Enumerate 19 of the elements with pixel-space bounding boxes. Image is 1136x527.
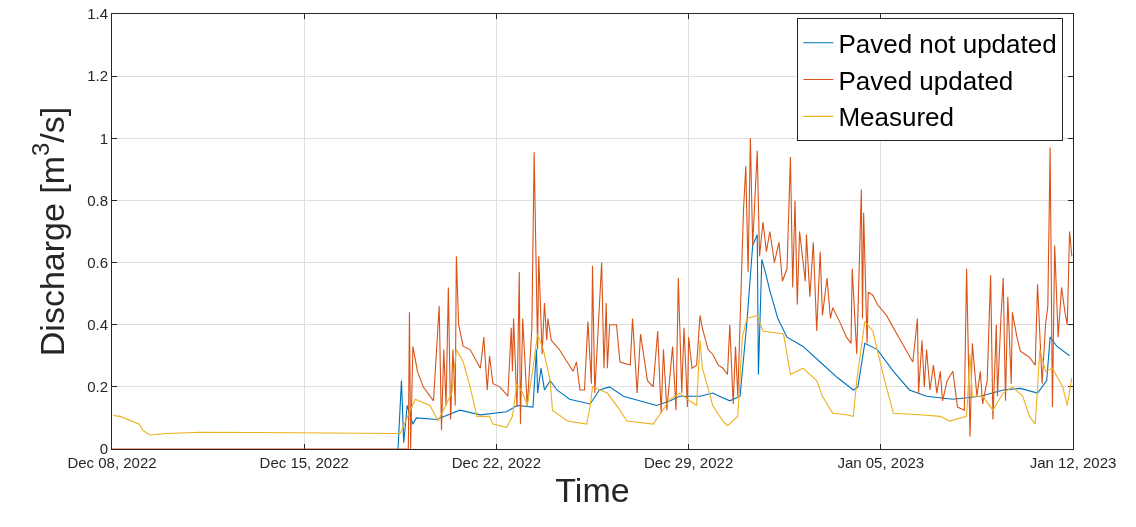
x-tick-label: Jan 12, 2023 — [1029, 454, 1117, 471]
y-tick-label: 0.6 — [87, 253, 108, 271]
legend-label: Paved not updated — [838, 28, 1057, 59]
line-series — [112, 314, 1073, 436]
line-series — [397, 234, 1071, 449]
x-axis-title: Time — [555, 471, 630, 510]
line-series — [112, 137, 1073, 449]
y-tick-label: 1.2 — [87, 67, 108, 85]
x-tick-label: Dec 29, 2022 — [643, 454, 734, 471]
x-tick-label: Dec 22, 2022 — [451, 454, 542, 471]
y-tick-label: 0.8 — [87, 191, 108, 209]
y-tick-label: 1.4 — [87, 5, 108, 23]
legend-label: Measured — [838, 102, 955, 133]
y-tick-label: 1 — [99, 129, 108, 147]
x-tick-label: Jan 05, 2023 — [837, 454, 925, 471]
y-tick-label: 0.4 — [87, 315, 108, 333]
x-tick-label: Dec 15, 2022 — [259, 454, 349, 471]
y-tick-label: 0.2 — [87, 378, 108, 396]
legend-label: Paved updated — [838, 65, 1014, 96]
